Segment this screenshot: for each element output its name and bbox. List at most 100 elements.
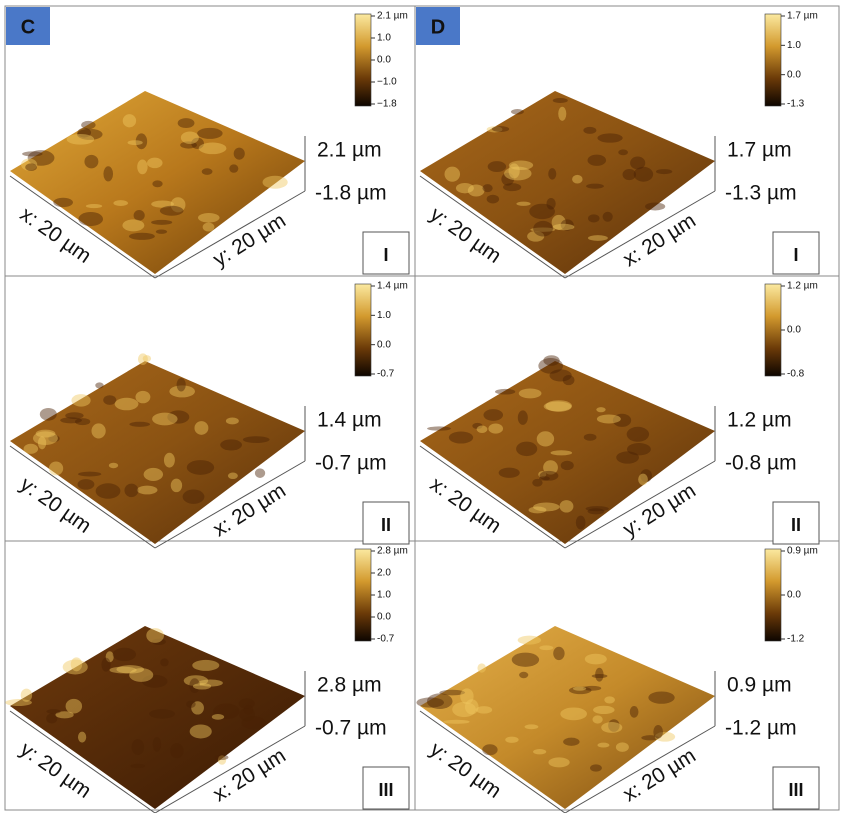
surface-feature: [95, 382, 103, 388]
surface-feature: [242, 716, 266, 729]
surface-feature: [576, 516, 586, 530]
surface-feature: [586, 184, 604, 189]
surface-feature: [630, 157, 645, 170]
surface-feature: [583, 127, 596, 134]
surface-feature: [255, 468, 265, 478]
surface-feature: [192, 660, 219, 671]
panel: x: 20 µmy: 20 µm1.2 µm-0.8 µm1.2 µm0.0-0…: [420, 281, 819, 548]
colorbar-label: −1.8: [377, 99, 397, 110]
z-min-label: -0.7 µm: [315, 717, 387, 740]
colorbar-label: 0.0: [377, 339, 391, 350]
surface-feature: [135, 391, 150, 403]
surface-feature: [138, 353, 148, 365]
surface-feature: [170, 743, 183, 758]
surface-feature: [553, 98, 568, 103]
z-max-label: 0.9 µm: [727, 674, 792, 697]
surface-feature: [596, 407, 605, 412]
surface-feature: [228, 473, 238, 480]
surface-feature: [519, 388, 542, 398]
surface-feature: [181, 131, 199, 143]
surface-feature: [134, 210, 145, 221]
surface-feature: [199, 143, 227, 155]
surface-feature: [645, 202, 665, 210]
surface-feature: [592, 674, 608, 678]
panel-label: III: [788, 780, 803, 800]
surface-feature: [516, 442, 537, 456]
surface-feature: [144, 468, 164, 481]
surface-feature: [24, 444, 39, 454]
surface-feature: [263, 176, 288, 189]
surface-feature: [630, 706, 639, 718]
colorbar-label: 0.9 µm: [787, 546, 818, 557]
panel-label: III: [378, 780, 393, 800]
surface-feature: [160, 206, 184, 216]
surface-feature: [96, 483, 121, 498]
surface-feature: [202, 168, 213, 175]
surface-feature: [187, 460, 214, 475]
surface-feature: [137, 486, 158, 495]
colorbar-label: 0.0: [787, 69, 801, 80]
z-min-label: -1.8 µm: [315, 182, 387, 205]
z-max-label: 1.2 µm: [727, 409, 792, 432]
surface-feature: [548, 757, 569, 767]
z-min-label: -1.2 µm: [725, 717, 797, 740]
surface-feature: [122, 219, 144, 231]
surface-feature: [113, 648, 136, 661]
surface-feature: [653, 725, 663, 739]
surface-feature: [67, 134, 94, 145]
colorbar-label: -0.8: [787, 369, 805, 380]
z-max-label: 1.4 µm: [317, 409, 382, 432]
surface-feature: [183, 489, 205, 503]
surface-feature: [443, 720, 469, 724]
surface-feature: [512, 653, 539, 667]
surface-feature: [78, 732, 86, 743]
column-label: C: [21, 16, 35, 38]
surface-feature: [226, 418, 239, 425]
surface-feature: [149, 709, 175, 719]
surface-feature: [71, 394, 90, 406]
surface-feature: [152, 413, 177, 426]
surface-feature: [548, 168, 556, 179]
surface-feature: [539, 645, 553, 650]
colorbar-label: 1.0: [377, 590, 391, 601]
surface-feature: [190, 725, 212, 739]
surface-feature: [91, 423, 105, 438]
surface-feature: [509, 160, 533, 170]
surface-feature: [137, 160, 147, 175]
surface-feature: [604, 696, 615, 703]
surface-feature: [499, 468, 520, 478]
surface-feature: [124, 484, 138, 498]
surface-feature: [84, 155, 98, 168]
surface-feature: [593, 706, 614, 714]
colorbar: [355, 14, 371, 106]
surface-feature: [129, 233, 155, 240]
colorbar-label: 0.0: [377, 612, 391, 623]
colorbar: [355, 284, 371, 376]
surface-feature: [178, 118, 195, 128]
panel: y: 20 µmx: 20 µm1.4 µm-0.7 µm1.4 µm1.00.…: [10, 281, 409, 548]
surface-feature: [239, 698, 255, 708]
surface-feature: [103, 166, 113, 181]
surface-feature: [487, 195, 499, 204]
surface-feature: [156, 229, 167, 233]
surface-feature: [132, 739, 144, 755]
colorbar-label: -1.3: [787, 99, 805, 110]
surface-feature: [561, 461, 574, 470]
surface-feature: [592, 715, 602, 723]
surface-feature: [588, 508, 605, 514]
colorbar-label: 1.0: [377, 33, 391, 44]
surface-feature: [616, 742, 629, 751]
surface-feature: [495, 389, 515, 395]
surface-feature: [147, 158, 163, 168]
column-label: D: [431, 16, 445, 38]
surface-feature: [516, 202, 530, 206]
surface-feature: [151, 220, 172, 225]
surface-feature: [597, 414, 621, 423]
surface-feature: [115, 398, 139, 411]
surface-feature: [588, 235, 608, 241]
surface-feature: [160, 658, 168, 666]
surface-feature: [212, 714, 224, 720]
surface-feature: [21, 689, 32, 702]
surface-feature: [71, 657, 82, 671]
colorbar-label: 2.0: [377, 568, 391, 579]
